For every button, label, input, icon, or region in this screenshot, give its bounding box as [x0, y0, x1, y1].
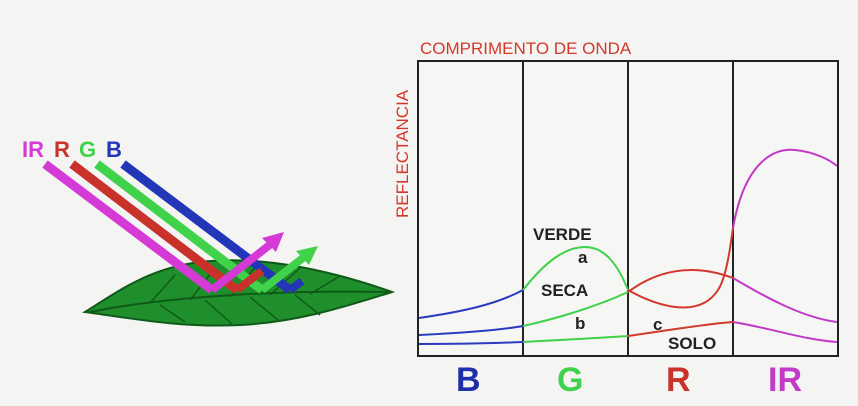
leaf-shape	[82, 259, 396, 327]
reflected-ray-r	[234, 267, 265, 294]
curve-solo-g-segment	[522, 335, 629, 343]
incident-ray-b	[120, 160, 293, 294]
ray-label-r: R	[54, 137, 70, 162]
y-axis-label: REFLECTANCIA	[393, 89, 412, 218]
label-b: b	[575, 314, 585, 333]
curve-verde-b-segment	[418, 289, 524, 319]
label-solo: SOLO	[668, 334, 716, 353]
curve-seca-b-segment	[418, 325, 524, 336]
curve-solo-b-segment	[418, 341, 524, 345]
ray-label-b: B	[106, 137, 122, 162]
curve-seca-r-segment	[627, 269, 734, 293]
label-a: a	[578, 248, 588, 267]
band-label-g: G	[557, 361, 583, 399]
reflected-rays	[209, 236, 311, 294]
chart-title: COMPRIMENTO DE ONDA	[420, 39, 632, 58]
incident-ray-r	[69, 160, 240, 294]
curve-verde-r-segment	[627, 227, 734, 309]
incident-ray-ir	[42, 160, 215, 294]
curve-solo-ir-segment	[732, 321, 838, 343]
band-label-b: B	[456, 361, 481, 399]
curve-verde-g-segment	[522, 245, 629, 291]
label-verde: VERDE	[533, 225, 592, 244]
band-label-r: R	[666, 361, 691, 399]
curve-verde-ir-segment	[732, 148, 838, 229]
arrowhead-g	[296, 246, 318, 265]
label-c: c	[653, 315, 662, 334]
ray-label-g: G	[79, 137, 96, 162]
leaf-illustration: IR R G B	[22, 137, 396, 327]
arrowhead-ir	[262, 232, 284, 252]
leaf-midrib	[89, 290, 391, 313]
reflected-ray-g	[259, 250, 311, 294]
band-label-ir: IR	[768, 361, 802, 399]
ray-label-ir: IR	[22, 137, 44, 162]
reflectance-chart: COMPRIMENTO DE ONDA REFLECTANCIA	[393, 39, 839, 399]
reflected-ray-b	[287, 277, 305, 294]
curve-seca-g-segment	[522, 291, 629, 327]
reflected-ray-ir	[209, 236, 279, 294]
curve-solo-r-segment	[627, 321, 734, 337]
curve-seca-ir-segment	[732, 277, 838, 323]
label-seca: SECA	[541, 281, 588, 300]
